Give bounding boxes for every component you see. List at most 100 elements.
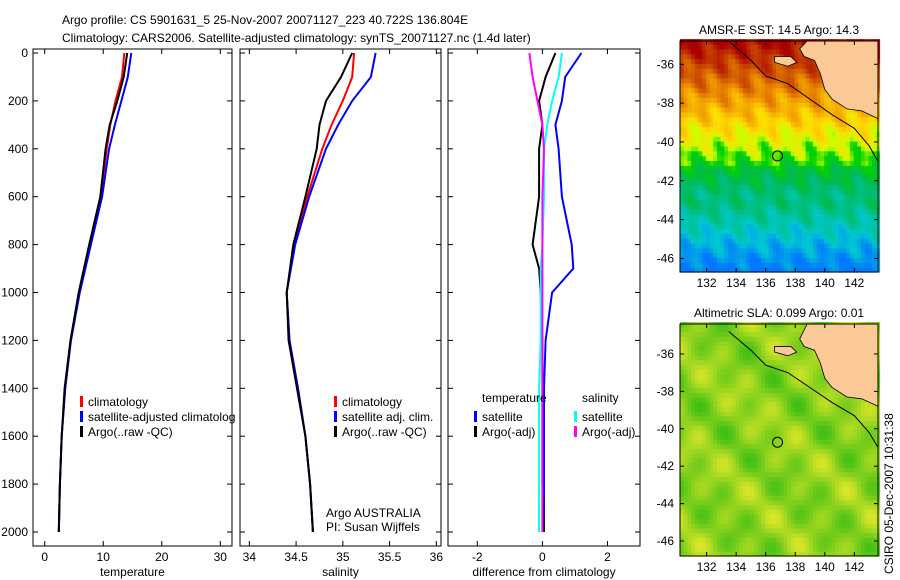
map-cell	[713, 150, 718, 157]
map-cell	[783, 453, 788, 459]
map-cell	[761, 121, 766, 128]
map-cell	[779, 406, 784, 412]
y-tick-label: 1800	[1, 477, 28, 491]
map-cell	[765, 382, 770, 389]
map-cell	[691, 184, 696, 191]
map-cell	[813, 415, 818, 421]
map-cell	[731, 170, 736, 176]
map-cell	[683, 518, 688, 524]
map-cell	[724, 116, 729, 123]
map-cell	[709, 48, 714, 55]
map-cell	[750, 204, 755, 210]
map-cell	[787, 82, 792, 89]
map-cell	[772, 532, 777, 538]
map-cell	[779, 174, 784, 181]
map-cell	[731, 53, 736, 60]
map-cell	[813, 542, 818, 548]
map-cell	[816, 509, 821, 515]
map-cell	[783, 401, 788, 407]
legend-label: satellite	[582, 410, 623, 424]
map-cell	[801, 218, 807, 225]
map-cell	[761, 499, 766, 506]
map-cell	[801, 397, 807, 403]
map-cell	[849, 165, 855, 171]
map-cell	[720, 116, 725, 123]
map-cell	[772, 499, 777, 506]
map-cell	[838, 247, 844, 254]
map-cell	[742, 397, 748, 403]
map-cell	[779, 415, 784, 421]
map-cell	[691, 462, 696, 468]
map-cell	[746, 267, 751, 273]
map-cell	[702, 238, 707, 244]
map-cell	[816, 392, 821, 398]
map-cell	[728, 213, 733, 220]
map-cell	[872, 174, 877, 181]
map-cell	[831, 141, 836, 147]
map-cell	[761, 233, 766, 239]
map-cell	[753, 184, 759, 191]
map-cell	[783, 420, 788, 426]
map-cell	[787, 364, 792, 370]
map-cell	[790, 257, 796, 263]
map-cell	[772, 116, 777, 123]
map-cell	[853, 150, 858, 157]
map-cell	[683, 145, 688, 152]
map-cell	[709, 213, 714, 220]
map-cell	[861, 238, 866, 244]
map-cell	[698, 448, 703, 454]
map-cell	[680, 170, 685, 176]
map-cell	[853, 126, 858, 132]
map-cell	[683, 213, 688, 220]
map-cell	[761, 199, 766, 205]
map-cell	[787, 378, 792, 384]
map-cell	[757, 495, 762, 501]
map-cell	[842, 257, 847, 263]
map-cell	[731, 322, 736, 328]
map-cell	[783, 364, 788, 370]
map-cell	[698, 457, 703, 464]
map-cell	[720, 354, 725, 361]
map-cell	[746, 102, 751, 108]
map-cell	[709, 39, 714, 45]
map-cell	[735, 476, 740, 482]
map-cell	[824, 97, 829, 103]
map-cell	[691, 262, 696, 268]
map-cell	[757, 126, 762, 132]
map-cell	[768, 87, 773, 94]
map-cell	[683, 504, 688, 510]
map-cell	[709, 262, 714, 268]
map-cell	[776, 189, 781, 195]
map-cell	[783, 546, 788, 552]
legend-swatch	[80, 396, 83, 407]
map-cell	[720, 471, 725, 478]
map-cell	[724, 443, 729, 449]
map-cell	[742, 204, 748, 210]
map-cell	[731, 513, 736, 520]
map-cell	[853, 242, 858, 249]
map-cell	[713, 53, 718, 60]
map-cell	[735, 92, 740, 98]
map-cell	[735, 439, 740, 445]
map-cell	[687, 336, 692, 342]
map-cell	[739, 542, 744, 548]
map-cell	[827, 199, 833, 205]
map-cell	[772, 73, 777, 79]
map-cell	[753, 218, 759, 225]
map-cell	[691, 170, 696, 176]
map-cell	[861, 189, 866, 195]
map-cell	[801, 107, 807, 113]
map-cell	[820, 448, 825, 454]
map-cell	[694, 247, 700, 254]
map-cell	[765, 345, 770, 351]
map-cell	[813, 471, 818, 478]
map-cell	[798, 213, 803, 220]
map-cell	[809, 218, 814, 225]
map-cell	[768, 340, 773, 347]
map-cell	[809, 73, 814, 79]
map-cell	[813, 467, 818, 473]
map-cell	[750, 68, 755, 74]
map-cell	[753, 194, 759, 200]
map-cell	[772, 322, 777, 328]
map-cell	[765, 518, 770, 524]
